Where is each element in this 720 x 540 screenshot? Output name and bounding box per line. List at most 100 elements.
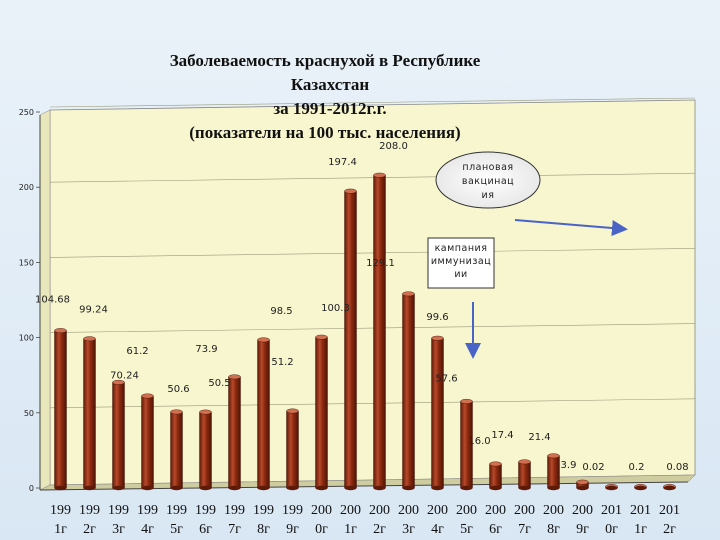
y-tick-label: 100 [19,334,34,343]
bar [112,379,125,491]
x-tick-label: 200 [340,503,361,518]
data-label: 0.2 [629,462,645,473]
data-label: 129.1 [366,258,395,269]
bar-cap [286,408,299,414]
x-tick-label: 7г [518,522,531,537]
campaign-text-1: кампания [435,243,488,254]
bar-body [228,376,241,489]
x-tick-label: 199 [224,503,245,518]
chart-title-line-1: Заболеваемость краснухой в Республике [170,51,481,70]
bar-base [431,485,444,491]
bar [286,408,299,491]
bar-body [373,174,386,489]
data-label: 100.3 [321,303,350,314]
bar-cap [199,409,212,415]
x-tick-label: 200 [543,503,564,518]
bar-body [489,463,502,489]
bar-base [199,485,212,491]
bar [315,334,328,491]
x-tick-label: 201 [630,503,651,518]
data-label: 99.24 [79,305,108,316]
bar-base [460,485,473,491]
vaccination-callout: плановая вакцинац ия [435,151,541,209]
vaccination-text-2: вакцинац [462,176,514,187]
x-tick-label: 200 [311,503,332,518]
bar-base [315,485,328,491]
data-label: 0.08 [666,462,688,473]
data-label: 21.4 [528,432,550,443]
bar-base [257,485,270,491]
x-tick-label: 7г [228,522,241,537]
bar-base [112,485,125,491]
bar-base [286,485,299,491]
data-label: 208.0 [379,141,408,152]
bar-cap [170,409,183,415]
data-label: 98.5 [270,306,292,317]
bar-cap [373,172,386,178]
bar-cap [402,291,415,297]
x-tick-label: 200 [398,503,419,518]
chart-title-line-4: (показатели на 100 тыс. населения) [189,123,460,142]
x-tick-label: 199 [50,503,71,518]
x-tick-label: 5г [460,522,473,537]
y-tick-label: 50 [24,409,34,418]
data-label: 61.2 [126,346,148,357]
bar-body [344,190,357,489]
bar-cap [344,188,357,194]
x-tick-label: 8г [547,522,560,537]
data-label: 57.6 [435,373,457,384]
x-tick-label: 199 [137,503,158,518]
x-tick-label: 201 [601,503,622,518]
x-tick-label: 199 [282,503,303,518]
bar [431,335,444,491]
x-tick-label: 199 [108,503,129,518]
data-label: 104.68 [35,295,70,306]
x-tick-label: 199 [253,503,274,518]
bar-base [141,485,154,491]
bar [663,484,676,491]
bar-cap [54,328,67,333]
x-tick-label: 9г [286,522,299,537]
x-tick-label: 3г [112,522,125,537]
bar-base [373,485,386,491]
bar-base [344,485,357,491]
x-tick-label: 199 [195,503,216,518]
x-tick-label: 6г [199,522,212,537]
bar-base [170,485,183,491]
x-tick-label: 200 [456,503,477,518]
bar-cap [547,453,560,459]
x-tick-label: 2г [373,522,386,537]
x-tick-label: 2г [83,522,96,537]
x-tick-label: 200 [572,503,593,518]
data-label: 50.6 [167,384,189,395]
bar-base [402,485,415,491]
chart-title-line-3: за 1991-2012г.г. [273,99,386,118]
bar-base [634,485,647,491]
data-label: 0.02 [582,462,604,473]
bar-base [54,485,67,491]
bar-base [228,485,241,491]
x-tick-label: 201 [659,503,680,518]
bar-base [605,485,618,491]
bar-base [663,485,676,491]
data-label: 70.24 [110,370,139,381]
bar-body [315,336,328,489]
bar [489,461,502,491]
bar [634,484,647,491]
x-tick-label: 200 [427,503,448,518]
vaccination-text-1: плановая [462,162,513,173]
x-tick-label: 1г [54,522,67,537]
x-tick-label: 5г [170,522,183,537]
x-tick-label: 0г [605,522,618,537]
data-label: 51.2 [271,357,293,368]
x-tick-label: 1г [634,522,647,537]
bar-body [431,338,444,489]
data-label: 17.4 [491,430,513,441]
data-label: 16.0 [468,436,490,447]
data-label: 73.9 [195,344,217,355]
bar-cap [518,459,531,465]
bar-body [141,395,154,489]
y-tick-label: 200 [19,183,34,192]
x-tick-label: 8г [257,522,270,537]
gridline [49,323,696,333]
